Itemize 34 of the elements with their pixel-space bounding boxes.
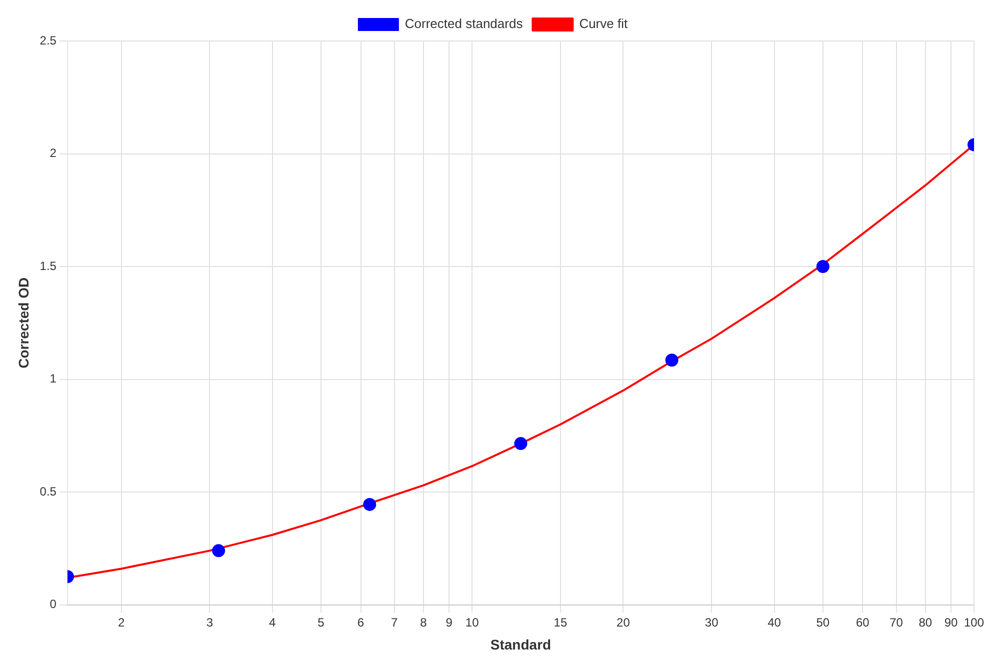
x-tick-label: 4 — [269, 615, 276, 630]
x-tick-label: 70 — [890, 615, 904, 630]
point — [665, 354, 678, 367]
legend-label: Curve fit — [579, 16, 628, 32]
x-tick-label: 5 — [318, 615, 325, 630]
x-tick-label: 2 — [118, 615, 125, 630]
point — [816, 260, 830, 274]
legend-label: Corrected standards — [404, 16, 524, 32]
y-tick-label: 2.5 — [40, 33, 57, 48]
x-tick-label: 15 — [554, 615, 568, 630]
x-tick-label: 6 — [357, 615, 364, 630]
x-tick-label: 10 — [465, 615, 480, 630]
y-tick-label: 1 — [50, 372, 57, 386]
y-tick-label: 0.5 — [40, 484, 57, 498]
point — [363, 498, 376, 511]
y-tick-label: 0 — [50, 597, 57, 612]
x-tick-label: 50 — [816, 615, 830, 630]
x-tick-label: 9 — [446, 615, 453, 630]
x-tick-label: 90 — [944, 615, 958, 630]
y-tick-label: 1.5 — [40, 258, 57, 273]
x-tick-label: 40 — [768, 615, 782, 630]
x-tick-label: 8 — [420, 615, 428, 630]
y-tick-label: 2 — [50, 146, 57, 160]
x-tick-label: 30 — [704, 615, 719, 630]
point — [212, 544, 226, 558]
point — [514, 437, 528, 450]
x-tick-label: 60 — [856, 615, 870, 630]
x-tick-label: 7 — [391, 615, 398, 630]
y-axis-title: Corrected OD — [15, 277, 32, 368]
x-tick-label: 3 — [206, 615, 214, 630]
x-tick-label: 100 — [964, 615, 984, 630]
x-tick-label: 20 — [616, 615, 630, 630]
x-axis-title: Standard — [490, 636, 552, 652]
x-tick-label: 80 — [918, 615, 932, 630]
